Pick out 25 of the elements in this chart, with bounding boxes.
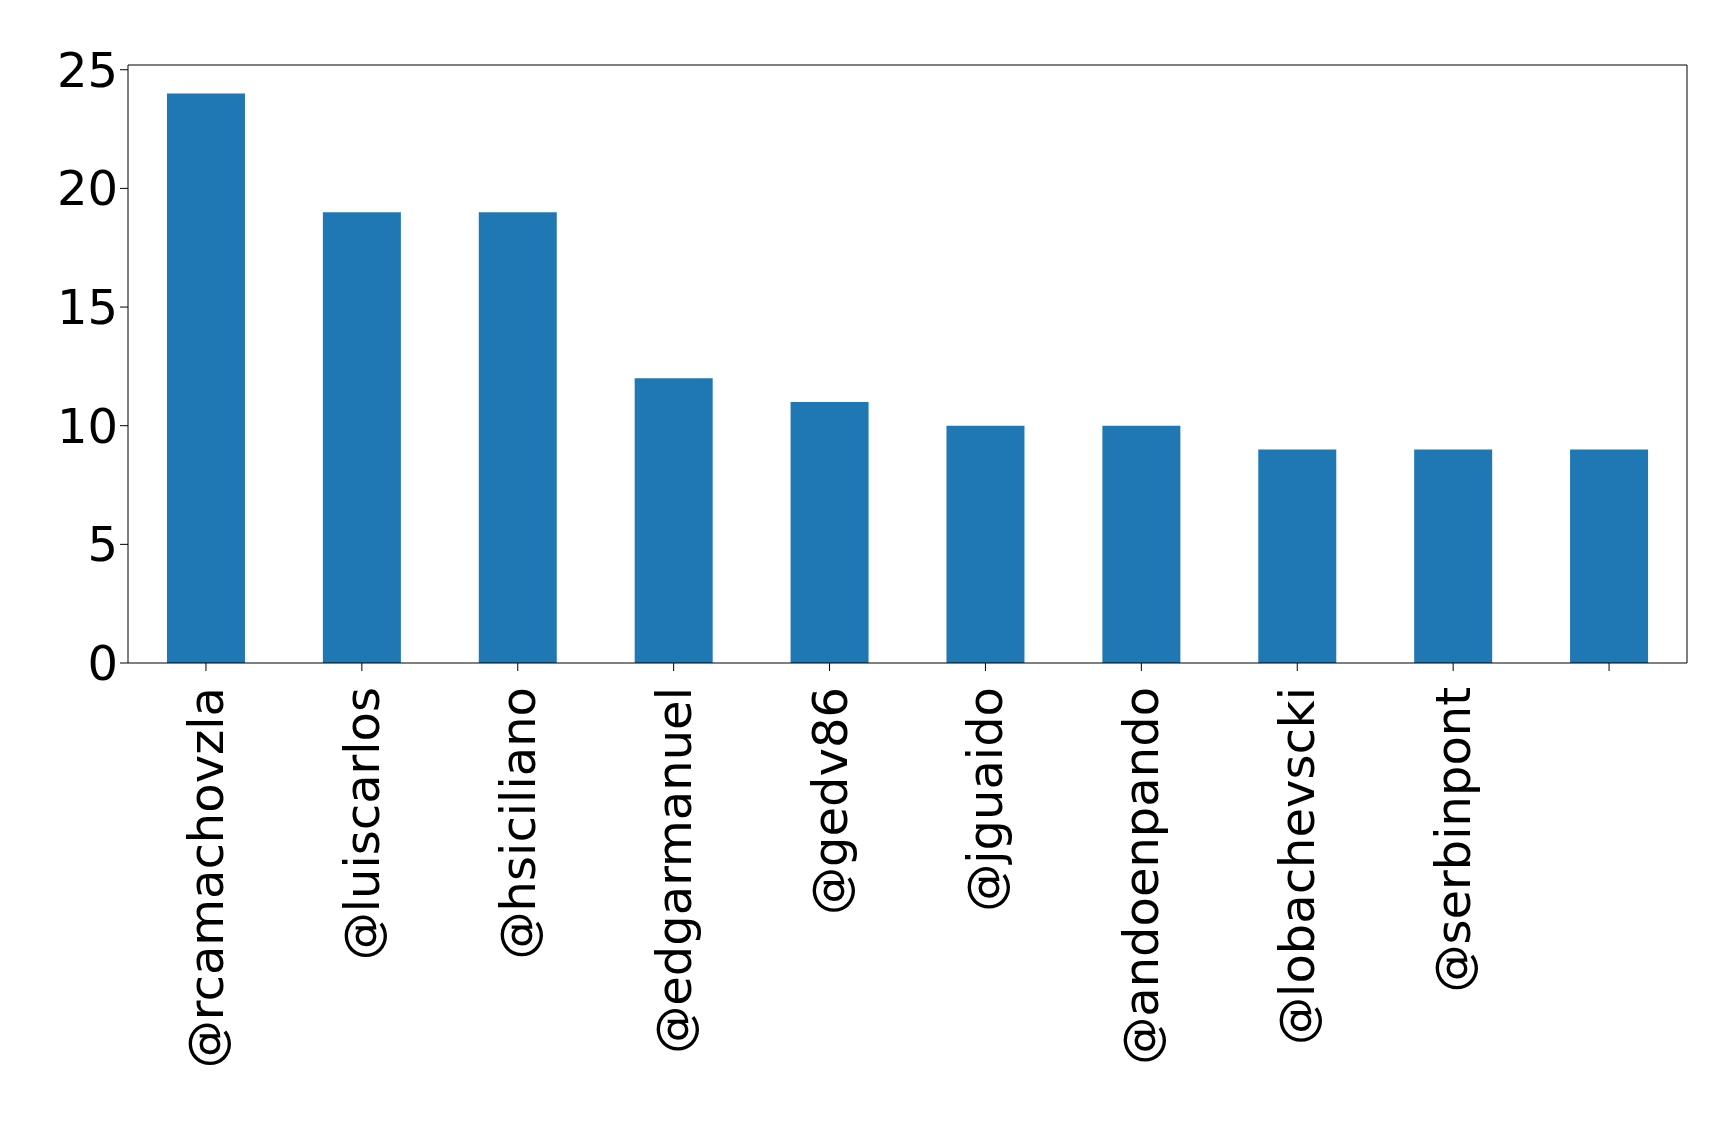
y-tick-label: 15 (56, 279, 118, 336)
x-tick-label: @luiscarlos (333, 687, 390, 961)
x-tick-label: @edgarmanuel (645, 687, 702, 1054)
x-tick-label: @lobachevscki (1269, 687, 1326, 1045)
y-tick-label: 25 (56, 41, 118, 98)
bar (946, 425, 1025, 663)
x-tick-label: @jguaido (957, 687, 1014, 912)
y-tick-label: 20 (56, 160, 118, 217)
bar (166, 93, 245, 663)
bar (322, 212, 401, 663)
x-tick-label: @hsiciliano (489, 687, 546, 960)
bar (1102, 425, 1181, 663)
bar (1570, 449, 1649, 663)
bar (478, 212, 557, 663)
x-tick-label: @rcamachovzla (177, 687, 234, 1069)
x-tick-label: @serbinpont (1425, 687, 1482, 993)
bar (790, 401, 869, 663)
y-tick-label: 5 (87, 516, 118, 573)
y-tick-label: 0 (87, 635, 118, 692)
bar (1414, 449, 1493, 663)
x-tick-label: @gedv86 (801, 687, 858, 915)
y-tick-label: 10 (56, 397, 118, 454)
bar (1258, 449, 1337, 663)
bar (634, 378, 713, 663)
x-tick-label: @andoenpando (1113, 687, 1170, 1065)
